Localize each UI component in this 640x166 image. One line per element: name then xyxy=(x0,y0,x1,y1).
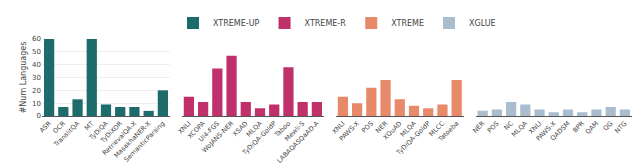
svg-text:NTG: NTG xyxy=(613,120,628,135)
svg-text:RetrievalQA-X: RetrievalQA-X xyxy=(101,119,139,157)
svg-text:ASR: ASR xyxy=(38,119,53,134)
svg-text:LABAQASQaAD-A: LABAQASQaAD-A xyxy=(275,119,321,165)
svg-text:30: 30 xyxy=(32,74,41,82)
svg-text:TyDiQA: TyDiQA xyxy=(87,119,110,142)
svg-text:SemanticParsing: SemanticParsing xyxy=(123,120,167,164)
svg-text:#Num Languages: #Num Languages xyxy=(19,42,28,114)
svg-text:60: 60 xyxy=(32,35,41,43)
svg-text:MT: MT xyxy=(83,120,95,132)
svg-text:QAM: QAM xyxy=(584,120,600,136)
svg-text:NER: NER xyxy=(471,119,487,135)
svg-text:POS: POS xyxy=(360,120,375,135)
svg-text:WoJANS-NER: WoJANS-NER xyxy=(201,119,236,154)
svg-text:TranslitQA: TranslitQA xyxy=(52,119,82,149)
svg-text:Taboo: Taboo xyxy=(272,120,292,140)
svg-text:XSAD: XSAD xyxy=(231,120,249,138)
svg-text:0: 0 xyxy=(37,112,41,120)
svg-text:Ul4-FGS: Ul4-FGS xyxy=(197,120,221,144)
svg-text:10: 10 xyxy=(32,100,41,108)
svg-text:XTREME-R: XTREME-R xyxy=(305,19,347,28)
svg-text:MLQA: MLQA xyxy=(399,119,418,138)
svg-text:XTREME-UP: XTREME-UP xyxy=(213,19,260,28)
svg-text:MLCC: MLCC xyxy=(428,119,447,138)
svg-text:50: 50 xyxy=(32,48,41,56)
svg-text:40: 40 xyxy=(32,61,41,69)
svg-text:NC: NC xyxy=(503,119,516,132)
svg-text:TyDiQA-GoldP: TyDiQA-GoldP xyxy=(240,120,278,158)
svg-text:MLQA: MLQA xyxy=(510,119,529,138)
svg-text:QADSM: QADSM xyxy=(549,120,572,143)
svg-text:20: 20 xyxy=(32,87,41,95)
svg-text:XNLI: XNLI xyxy=(176,120,192,136)
svg-text:Tatoeba: Tatoeba xyxy=(436,120,460,144)
svg-text:MasakhaNER-X: MasakhaNER-X xyxy=(112,119,152,159)
svg-text:MLQA: MLQA xyxy=(245,119,264,138)
svg-text:XQuAD: XQuAD xyxy=(381,120,403,142)
svg-text:Mewli-S: Mewli-S xyxy=(283,120,306,143)
svg-text:BPR: BPR xyxy=(571,119,586,134)
svg-text:XGLUE: XGLUE xyxy=(469,19,496,28)
svg-text:POS: POS xyxy=(486,120,501,135)
svg-text:XCOPA: XCOPA xyxy=(186,119,207,140)
svg-text:QG: QG xyxy=(602,120,615,133)
svg-text:TyDiXOR: TyDiXOR xyxy=(98,119,124,145)
svg-text:XNLI: XNLI xyxy=(330,120,346,136)
svg-text:TyDiQA-GoldP: TyDiQA-GoldP xyxy=(394,120,432,158)
svg-text:XTREME: XTREME xyxy=(391,19,424,28)
svg-text:OCR: OCR xyxy=(51,119,67,135)
svg-text:PAWS-X: PAWS-X xyxy=(534,119,557,142)
svg-text:XNLI: XNLI xyxy=(527,120,543,136)
svg-text:PAWS-X: PAWS-X xyxy=(338,119,361,142)
svg-text:NER: NER xyxy=(374,119,390,135)
